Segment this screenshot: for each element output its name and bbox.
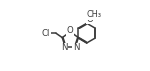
Text: N: N bbox=[73, 43, 80, 52]
Text: O: O bbox=[87, 15, 94, 24]
Text: N: N bbox=[61, 43, 68, 52]
Text: Cl: Cl bbox=[42, 29, 50, 38]
Text: O: O bbox=[67, 26, 74, 35]
Text: CH₃: CH₃ bbox=[86, 10, 101, 19]
